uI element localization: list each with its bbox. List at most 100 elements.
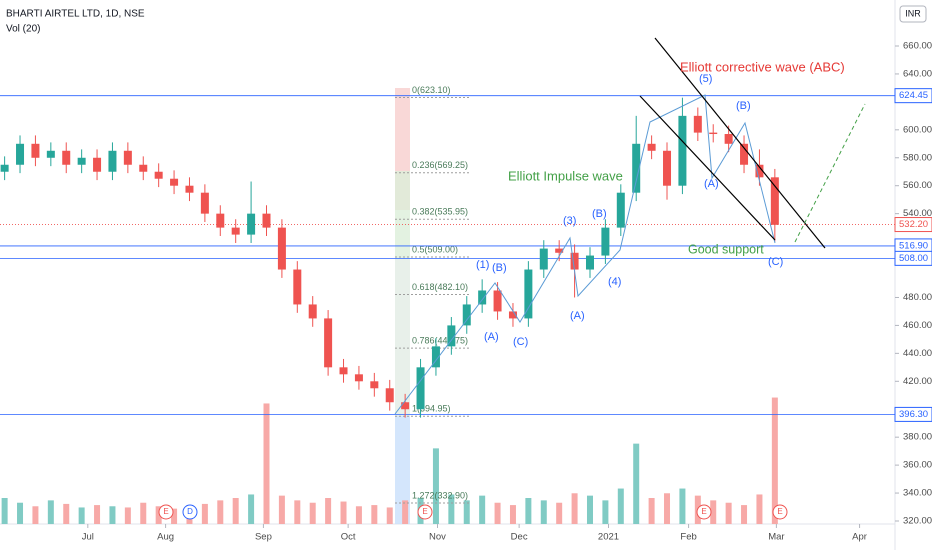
volume-bar: [140, 502, 147, 524]
x-tick-label: Dec: [511, 532, 528, 543]
candle-body: [308, 304, 317, 319]
y-tick-label: 440.00: [903, 348, 932, 359]
fib-label: 0.5(509.00): [412, 244, 458, 254]
candle-body: [693, 115, 702, 133]
volume-bar: [586, 495, 593, 524]
candle-body: [385, 388, 394, 403]
volume-bar: [124, 507, 131, 524]
candle-body: [478, 290, 487, 305]
candle-body: [647, 143, 656, 151]
candle-body: [601, 227, 610, 256]
event-marker: [417, 504, 433, 520]
volume-bar: [725, 502, 732, 524]
candle-body: [585, 255, 594, 270]
candle-body: [570, 252, 579, 270]
volume-bar: [602, 500, 609, 524]
candle-body: [200, 192, 209, 214]
y-tick-label: 560.00: [903, 180, 932, 191]
candle-body: [216, 213, 225, 228]
candle-body: [354, 374, 363, 382]
candle-body: [16, 143, 25, 165]
candle-body: [123, 150, 132, 165]
y-tick-label: 480.00: [903, 292, 932, 303]
trend-line: [639, 95, 776, 241]
volume-bar: [232, 498, 239, 524]
volume-bar: [386, 507, 393, 524]
candle-body: [663, 150, 672, 186]
volume-bar: [263, 403, 270, 524]
volume-bar: [432, 448, 439, 524]
y-tick-label: 660.00: [903, 41, 932, 52]
price-badge: [894, 406, 932, 422]
price-badge-label: 624.45: [899, 90, 928, 101]
event-marker: [158, 504, 174, 520]
volume-bar: [463, 500, 470, 524]
volume-bar: [710, 500, 717, 524]
volume-bar: [448, 494, 455, 524]
candle-body: [262, 213, 271, 228]
candle-body: [247, 213, 256, 235]
volume-bar: [17, 502, 24, 524]
volume-bar: [371, 505, 378, 524]
candle-body: [632, 143, 641, 193]
x-tick-label: Sep: [255, 532, 272, 543]
annotation: (A): [570, 310, 585, 322]
volume-bar: [556, 502, 563, 524]
annotation: Elliott Impulse wave: [508, 168, 623, 183]
volume-bar: [63, 503, 70, 524]
fib-label: 0(623.10): [412, 85, 451, 95]
y-tick-label: 360.00: [903, 460, 932, 471]
y-tick-label: 320.00: [903, 516, 932, 527]
fib-label: 1(394.95): [412, 404, 451, 414]
candle-body: [108, 150, 117, 172]
x-tick-label: Jul: [82, 532, 94, 543]
candle-body: [740, 143, 749, 165]
volume-bar: [494, 502, 501, 524]
price-badge-label: 532.20: [899, 219, 928, 230]
volume-bar: [1, 498, 8, 524]
candle-body: [616, 192, 625, 228]
candle-body: [709, 132, 718, 135]
volume-bar: [278, 495, 285, 524]
candle-body: [462, 304, 471, 326]
volume-bar: [509, 505, 516, 524]
candle-body: [539, 248, 548, 270]
volume-bar: [741, 505, 748, 524]
candle-body: [231, 227, 240, 235]
candle-body: [339, 367, 348, 375]
fib-band: [395, 259, 410, 416]
annotation: (1): [476, 259, 489, 271]
y-tick-label: 420.00: [903, 376, 932, 387]
candle-body: [770, 177, 779, 225]
annotation: (C): [513, 336, 528, 348]
volume-bar: [664, 493, 671, 524]
candle-body: [678, 115, 687, 186]
candle-body: [170, 178, 179, 186]
candle-body: [77, 157, 86, 165]
x-tick-label: Feb: [680, 532, 696, 543]
x-tick-label: Mar: [768, 532, 784, 543]
y-tick-label: 460.00: [903, 320, 932, 331]
candle-body: [524, 269, 533, 319]
volume-bar: [679, 488, 686, 524]
volume-bar: [648, 498, 655, 524]
volume-bar: [633, 443, 640, 524]
fib-label: 1.272(332.90): [412, 490, 468, 500]
volume-bar: [217, 500, 224, 524]
volume-bar: [171, 508, 178, 524]
candle-body: [62, 150, 71, 165]
volume-bar: [771, 397, 778, 524]
volume-bar: [294, 500, 301, 524]
event-label: D: [187, 507, 193, 516]
annotation: Elliott corrective wave (ABC): [680, 59, 845, 74]
currency-label: INR: [905, 8, 921, 18]
fib-band: [395, 171, 410, 259]
volume-bar: [78, 507, 85, 524]
price-badge: [894, 217, 932, 233]
projection-line: [794, 103, 866, 243]
volume-bar: [571, 493, 578, 524]
volume-bar: [479, 495, 486, 524]
volume-bar: [94, 505, 101, 524]
